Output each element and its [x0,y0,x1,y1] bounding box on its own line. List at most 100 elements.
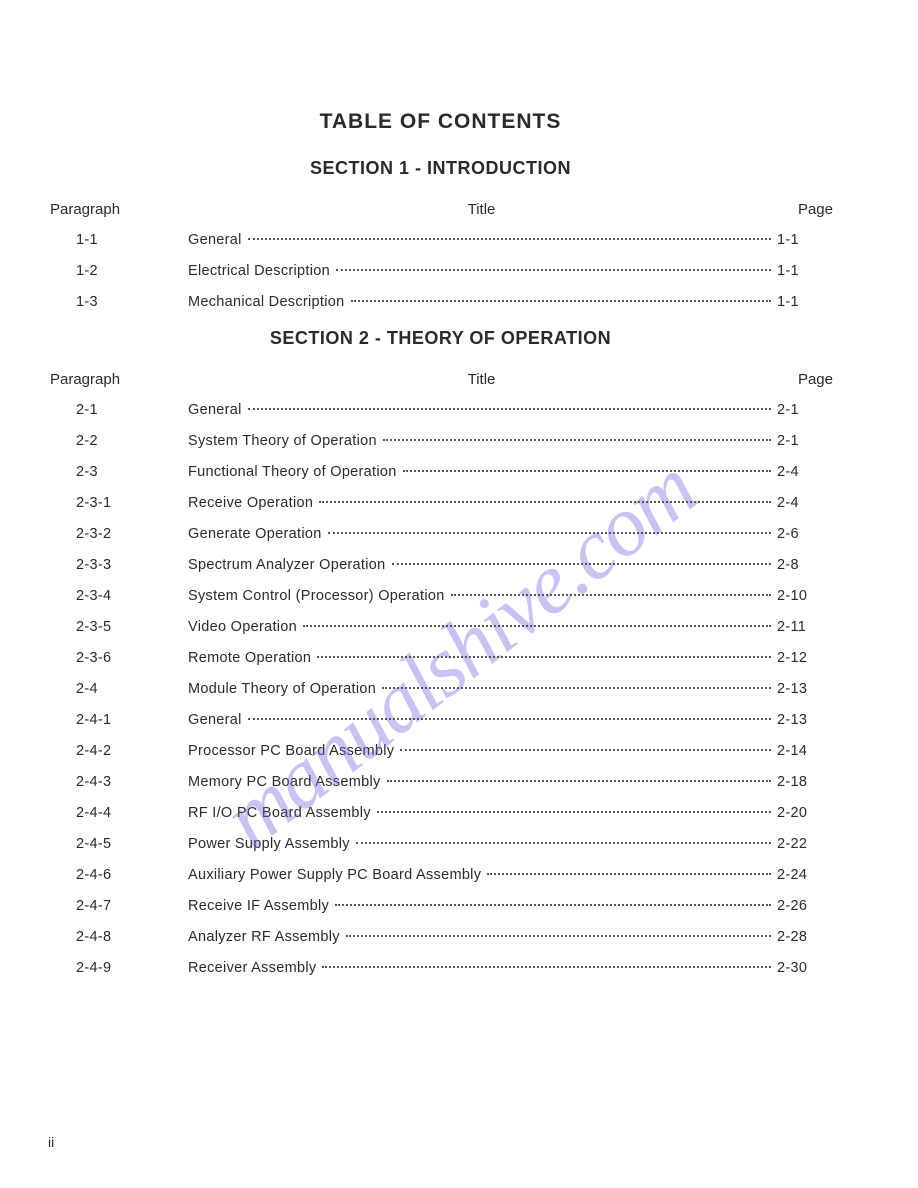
toc-title: Module Theory of Operation [188,681,382,697]
toc-title-wrap: General [188,402,777,418]
toc-paragraph-number: 2-4-5 [48,836,188,852]
toc-paragraph-number: 2-1 [48,402,188,418]
toc-title: Functional Theory of Operation [188,464,403,480]
toc-leader-dots [383,439,771,441]
toc-paragraph-number: 2-4-2 [48,743,188,759]
toc-page-number: 2-10 [777,588,833,604]
toc-row: 2-4-5Power Supply Assembly 2-22 [48,836,833,852]
toc-page-number: 2-13 [777,712,833,728]
toc-leader-dots [403,470,771,472]
toc-paragraph-number: 2-2 [48,433,188,449]
toc-title: Video Operation [188,619,303,635]
toc-paragraph-number: 2-3-4 [48,588,188,604]
toc-page-number: 2-8 [777,557,833,573]
toc-row: 1-1General1-1 [48,232,833,248]
toc-leader-dots [351,300,772,302]
toc-paragraph-number: 2-3 [48,464,188,480]
toc-title-wrap: System Theory of Operation [188,433,777,449]
toc-title-wrap: Processor PC Board Assembly [188,743,777,759]
toc-title: Electrical Description [188,263,336,279]
footer-page-number: ii [48,1134,54,1150]
toc-paragraph-number: 2-4-3 [48,774,188,790]
toc-leader-dots [336,269,771,271]
toc-page-number: 2-26 [777,898,833,914]
toc-page-number: 1-1 [777,232,833,248]
toc-leader-dots [346,935,771,937]
toc-title: Generate Operation [188,526,328,542]
column-header-row: Paragraph Title Page [48,201,833,218]
toc-title-wrap: Mechanical Description [188,294,777,310]
toc-title: Power Supply Assembly [188,836,356,852]
toc-page-number: 2-14 [777,743,833,759]
toc-title-wrap: Analyzer RF Assembly [188,929,777,945]
toc-title: Auxiliary Power Supply PC Board Assembly [188,867,487,883]
toc-row: 1-2Electrical Description1-1 [48,263,833,279]
toc-row: 2-4-9Receiver Assembly2-30 [48,960,833,976]
toc-leader-dots [248,718,771,720]
toc-leader-dots [356,842,771,844]
toc-row: 2-3-1Receive Operation2-4 [48,495,833,511]
toc-title-wrap: System Control (Processor) Operation [188,588,777,604]
toc-leader-dots [451,594,771,596]
toc-page-number: 2-6 [777,526,833,542]
toc-title: Receiver Assembly [188,960,322,976]
toc-page-number: 2-28 [777,929,833,945]
main-title: TABLE OF CONTENTS [48,110,833,134]
toc-title: General [188,402,248,418]
toc-title: General [188,712,248,728]
toc-title-wrap: Electrical Description [188,263,777,279]
toc-title-wrap: Receive Operation [188,495,777,511]
toc-leader-dots [387,780,771,782]
toc-row: 2-2System Theory of Operation2-1 [48,433,833,449]
toc-paragraph-number: 2-4-8 [48,929,188,945]
toc-leader-dots [328,532,771,534]
toc-title: General [188,232,248,248]
toc-row: 2-1General2-1 [48,402,833,418]
toc-title-wrap: General [188,232,777,248]
column-page-header: Page [773,371,833,388]
toc-paragraph-number: 2-3-3 [48,557,188,573]
toc-leader-dots [248,408,771,410]
toc-row: 2-3-2Generate Operation2-6 [48,526,833,542]
toc-page-number: 2-22 [777,836,833,852]
toc-title-wrap: Remote Operation [188,650,777,666]
toc-page-number: 1-1 [777,294,833,310]
toc-page-number: 2-24 [777,867,833,883]
section-block-2: SECTION 2 - THEORY OF OPERATION Paragrap… [48,328,833,976]
toc-paragraph-number: 2-3-6 [48,650,188,666]
column-title-header: Title [190,371,773,388]
toc-leader-dots [319,501,771,503]
toc-title: Analyzer RF Assembly [188,929,346,945]
toc-paragraph-number: 2-4 [48,681,188,697]
toc-title: RF I/O PC Board Assembly [188,805,377,821]
toc-paragraph-number: 2-4-6 [48,867,188,883]
toc-paragraph-number: 2-3-1 [48,495,188,511]
toc-row: 2-3-5Video Operation2-11 [48,619,833,635]
toc-row: 2-3-4System Control (Processor) Operatio… [48,588,833,604]
toc-leader-dots [248,238,771,240]
toc-leader-dots [377,811,771,813]
toc-page-number: 2-1 [777,402,833,418]
toc-leader-dots [487,873,771,875]
section-block-1: SECTION 1 - INTRODUCTION Paragraph Title… [48,158,833,310]
toc-leader-dots [382,687,771,689]
toc-title: Remote Operation [188,650,317,666]
toc-title: Mechanical Description [188,294,351,310]
toc-title-wrap: Video Operation [188,619,777,635]
toc-page-number: 2-12 [777,650,833,666]
toc-title: System Theory of Operation [188,433,383,449]
toc-row: 2-3-3Spectrum Analyzer Operation2-8 [48,557,833,573]
toc-paragraph-number: 1-2 [48,263,188,279]
toc-row: 2-3Functional Theory of Operation2-4 [48,464,833,480]
toc-row: 2-3-6Remote Operation 2-12 [48,650,833,666]
toc-page-number: 2-11 [777,619,833,635]
toc-title: Receive Operation [188,495,319,511]
toc-title: Receive IF Assembly [188,898,335,914]
toc-rows-1: 1-1General1-11-2Electrical Description1-… [48,232,833,310]
toc-title-wrap: RF I/O PC Board Assembly [188,805,777,821]
toc-title: System Control (Processor) Operation [188,588,451,604]
column-header-row: Paragraph Title Page [48,371,833,388]
toc-title: Processor PC Board Assembly [188,743,400,759]
column-page-header: Page [773,201,833,218]
toc-paragraph-number: 1-1 [48,232,188,248]
